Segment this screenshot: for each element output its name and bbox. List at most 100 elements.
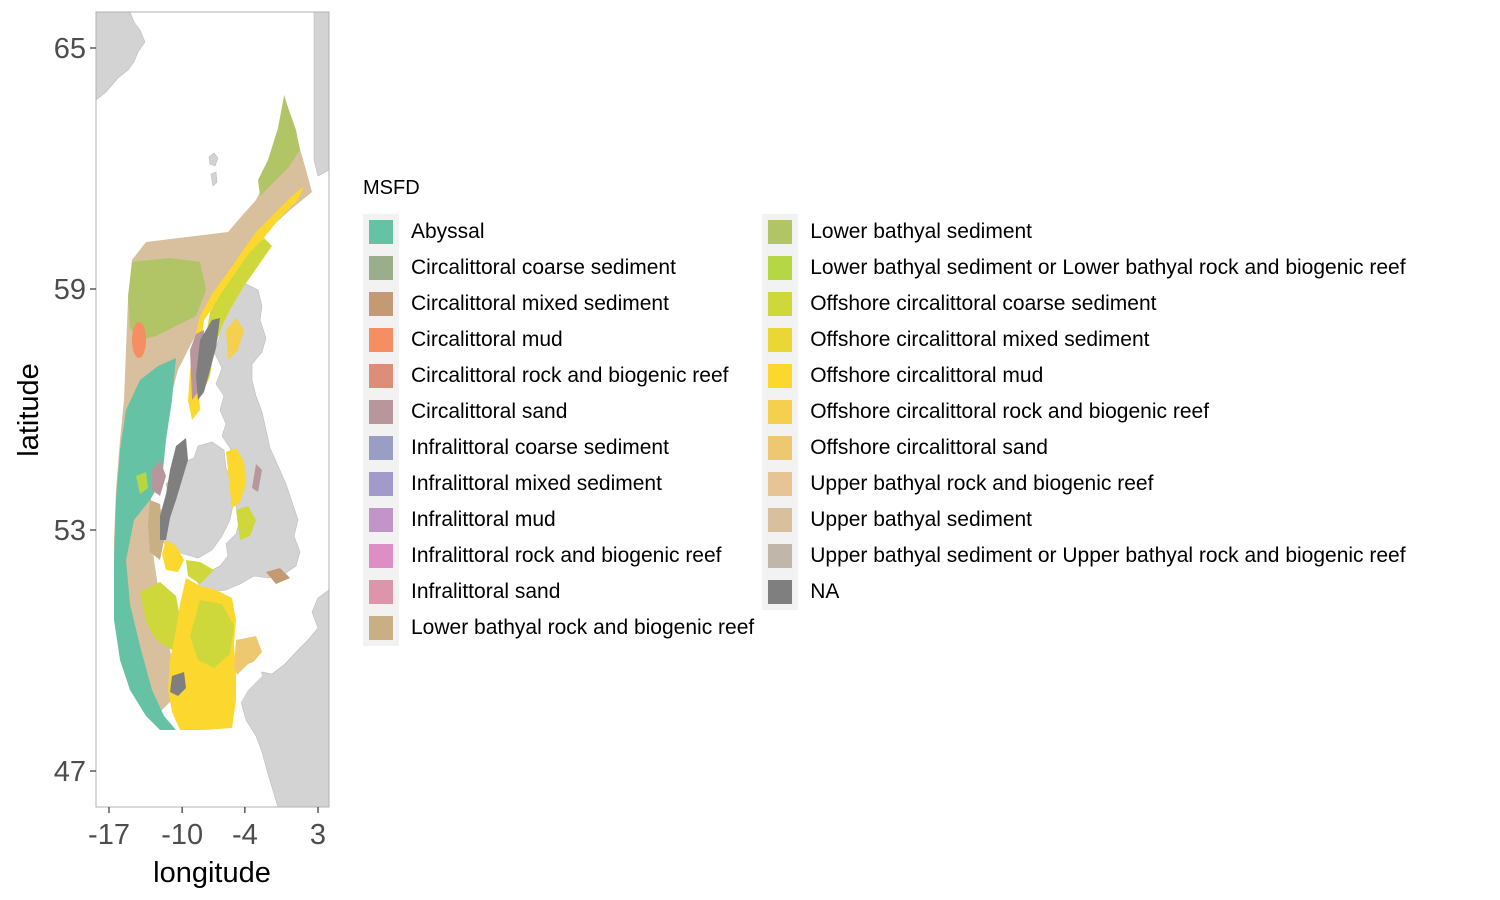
legend-label: Offshore circalittoral coarse sediment [810, 292, 1157, 315]
legend-swatch [369, 616, 393, 640]
legend-item: Offshore circalittoral mixed sediment [762, 322, 1405, 358]
land-norway [313, 12, 329, 177]
y-tick-label: 59 [54, 274, 86, 306]
legend-key [363, 610, 399, 646]
legend-label: Offshore circalittoral rock and biogenic… [810, 400, 1210, 423]
legend-item: Infralittoral mud [363, 502, 754, 538]
zone-offshore-coarse-north [202, 238, 272, 390]
land-faroe [208, 152, 219, 187]
legend-key [762, 394, 799, 430]
legend-swatch [369, 472, 393, 496]
y-tick-label: 53 [54, 515, 86, 547]
legend-swatch [369, 508, 393, 532]
legend-title: MSFD [363, 177, 420, 199]
legend-label: Lower bathyal rock and biogenic reef [411, 616, 755, 639]
legend-label: Infralittoral rock and biogenic reef [411, 544, 722, 567]
legend-key [762, 430, 799, 466]
legend-swatch [768, 292, 793, 316]
legend-label: Upper bathyal sediment or Upper bathyal … [810, 544, 1406, 567]
legend-item: Offshore circalittoral mud [762, 358, 1405, 394]
x-tick-label: 3 [310, 819, 326, 851]
legend-swatch [369, 544, 393, 568]
legend-key [363, 358, 399, 394]
x-tick-label: -17 [88, 819, 130, 851]
legend-label: Infralittoral sand [411, 580, 561, 603]
legend-label: Circalittoral coarse sediment [411, 256, 676, 279]
y-axis-title: latitude [13, 363, 45, 457]
legend-item: Offshore circalittoral rock and biogenic… [762, 394, 1405, 430]
legend-key [762, 538, 799, 574]
legend: MSFD Abyssal Circalittoral coarse sedimen… [363, 176, 1406, 646]
legend-key [363, 322, 399, 358]
legend-key [762, 322, 799, 358]
legend-column: Lower bathyal sediment Lower bathyal sedi… [762, 214, 1406, 646]
legend-item: Infralittoral rock and biogenic reef [363, 538, 754, 574]
zone-offshore-coarse-sw [140, 582, 182, 650]
legend-swatch [369, 400, 393, 424]
legend-label: Circalittoral rock and biogenic reef [411, 364, 729, 387]
zone-circalittoral-mud-blob [132, 322, 146, 358]
legend-swatch [768, 400, 793, 424]
legend-column: Abyssal Circalittoral coarse sediment Circ… [363, 214, 754, 646]
legend-swatch [768, 472, 793, 496]
zone-offshore-coarse-irish [236, 506, 256, 540]
zone-na-celtic-sea [170, 672, 186, 696]
panel-border [95, 11, 330, 808]
legend-item: Lower bathyal sediment [762, 214, 1405, 250]
zone-lower-bathyal-rock [148, 500, 164, 560]
legend-item: Offshore circalittoral coarse sediment [762, 286, 1405, 322]
zone-na-west-scotland [196, 318, 220, 400]
legend-key [363, 430, 399, 466]
legend-item: Lower bathyal rock and biogenic reef [363, 610, 754, 646]
legend-swatch [369, 256, 393, 280]
zone-lower-bathyal-sediment-nw [128, 258, 206, 340]
zone-offshore-mud-irish-sea [226, 448, 246, 508]
zone-channel-white [236, 660, 262, 730]
zone-circalittoral-mixed-strip [266, 568, 290, 584]
legend-label: Offshore circalittoral mixed sediment [810, 328, 1150, 351]
legend-item: Offshore circalittoral sand [762, 430, 1405, 466]
legend-item: NA [762, 574, 1405, 610]
zone-offshore-mud-west-ireland [162, 540, 184, 572]
legend-swatch [768, 436, 793, 460]
legend-swatch [768, 544, 793, 568]
zone-na-west-ireland [160, 438, 188, 540]
legend-key [762, 358, 799, 394]
zone-offshore-sand-shelf [234, 636, 262, 680]
y-tick-label: 65 [54, 33, 86, 65]
legend-item: Infralittoral sand [363, 574, 754, 610]
legend-item: Lower bathyal sediment or Lower bathyal … [762, 250, 1406, 286]
legend-label: Lower bathyal sediment or Lower bathyal … [810, 256, 1406, 279]
zone-offshore-coarse-south-ireland [186, 560, 214, 584]
legend-swatch [369, 580, 393, 604]
legend-key [762, 214, 799, 250]
land-great-britain [195, 283, 301, 593]
legend-key [363, 466, 399, 502]
legend-label: NA [810, 580, 840, 603]
legend-key [363, 214, 399, 250]
legend-item: Circalittoral mixed sediment [363, 286, 754, 322]
legend-label: Circalittoral mud [411, 328, 563, 351]
zone-lower-bathyal-sediment-ne [258, 96, 300, 196]
x-tick-label: -4 [232, 819, 258, 851]
legend-item: Upper bathyal sediment or Upper bathyal … [762, 538, 1406, 574]
zone-circalittoral-sand-west [152, 460, 166, 496]
legend-label: Offshore circalittoral mud [810, 364, 1044, 387]
zone-upper-bathyal-sediment [114, 94, 312, 712]
legend-item: Circalittoral mud [363, 322, 754, 358]
zone-lower-bathyal-mixed [136, 472, 148, 494]
legend-swatch [369, 436, 393, 460]
legend-swatch [369, 364, 393, 388]
x-axis: -17 -10 -4 3 [88, 807, 326, 851]
legend-key [363, 502, 399, 538]
legend-label: Circalittoral sand [411, 400, 568, 423]
legend-item: Upper bathyal sediment [762, 502, 1405, 538]
zone-abyssal [114, 358, 176, 730]
legend-item: Upper bathyal rock and biogenic reef [762, 466, 1405, 502]
legend-label: Offshore circalittoral sand [810, 436, 1048, 459]
legend-label: Infralittoral coarse sediment [411, 436, 669, 459]
zone-circalittoral-sand-irish [252, 464, 262, 492]
y-tick-label: 47 [54, 756, 86, 788]
legend-swatch [768, 508, 793, 532]
